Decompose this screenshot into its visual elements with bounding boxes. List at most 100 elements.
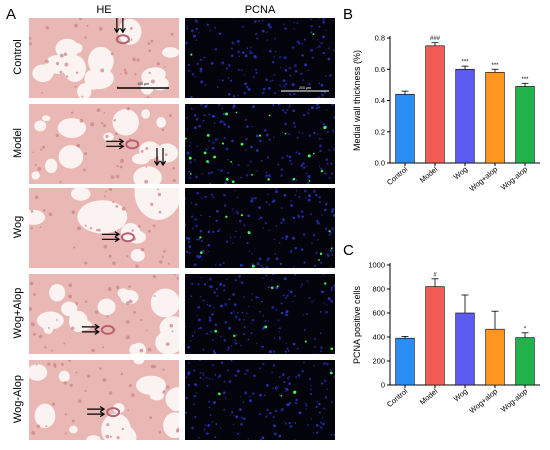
nucleus-dot: [248, 305, 250, 308]
tissue-fleck: [172, 166, 175, 170]
nucleus-dot: [308, 134, 312, 137]
tissue-fleck: [159, 260, 163, 264]
tissue-fleck: [108, 188, 113, 192]
nucleus-dot: [324, 74, 327, 77]
nucleus-dot: [323, 303, 325, 305]
nucleus-dot: [265, 415, 268, 418]
arrow-head: [118, 138, 125, 145]
nucleus-dot: [227, 158, 230, 161]
y-tick-label: 0.8: [375, 34, 385, 43]
arrow-head: [118, 143, 125, 150]
nucleus-dot: [332, 131, 335, 134]
pcna-positive-dot: [221, 142, 225, 145]
nucleus-dot: [323, 407, 326, 410]
nucleus-dot: [294, 247, 297, 250]
nucleus-dot: [325, 202, 328, 205]
nucleus-dot: [271, 306, 275, 309]
arrow-head: [153, 160, 161, 167]
alveolar-space: [69, 425, 78, 434]
nucleus-dot: [266, 39, 268, 41]
nucleus-dot: [294, 70, 298, 73]
nucleus-dot: [194, 218, 197, 221]
nucleus-dot: [267, 286, 270, 289]
nucleus-dot: [238, 275, 241, 278]
pcna-positive-dot: [189, 173, 192, 175]
arrow-head: [113, 27, 120, 34]
tissue-fleck: [132, 57, 136, 62]
alveolar-space: [153, 197, 172, 217]
nucleus-dot: [232, 104, 236, 108]
nucleus-dot: [205, 83, 208, 86]
nucleus-dot: [197, 306, 200, 309]
nucleus-dot: [271, 371, 274, 374]
tissue-fleck: [145, 166, 148, 168]
nucleus-dot: [220, 427, 222, 429]
nucleus-dot: [307, 198, 311, 202]
nucleus-dot: [235, 230, 237, 233]
tissue-fleck: [29, 42, 32, 46]
bar-wog: [455, 312, 475, 386]
nucleus-dot: [293, 21, 295, 24]
nucleus-dot: [225, 147, 229, 151]
nucleus-dot: [297, 373, 301, 377]
tissue-fleck: [137, 224, 141, 228]
nucleus-dot: [193, 394, 197, 398]
nucleus-dot: [211, 114, 215, 118]
nucleus-dot: [189, 141, 192, 144]
nucleus-dot: [213, 306, 215, 309]
nucleus-dot: [193, 369, 196, 372]
nucleus-dot: [310, 418, 313, 420]
tissue-fleck: [40, 148, 43, 151]
nucleus-dot: [333, 433, 335, 437]
nucleus-dot: [331, 227, 335, 231]
nucleus-dot: [305, 402, 307, 405]
nucleus-dot: [209, 330, 213, 333]
pcna-positive-dot: [214, 329, 218, 333]
tissue-fleck: [147, 347, 152, 352]
nucleus-dot: [245, 173, 249, 177]
nucleus-dot: [310, 31, 313, 34]
tissue-fleck: [103, 112, 106, 114]
nucleus-dot: [326, 131, 329, 133]
pcna-positive-dot: [225, 112, 229, 116]
tissue-fleck: [96, 108, 101, 113]
nucleus-dot: [324, 364, 326, 366]
significance-label: ***: [491, 63, 499, 69]
nucleus-dot: [280, 302, 283, 305]
nucleus-dot: [331, 104, 334, 106]
nucleus-dot: [307, 424, 309, 426]
arrow-head: [99, 406, 106, 413]
tissue-fleck: [169, 323, 174, 328]
tissue-fleck: [71, 326, 75, 330]
nucleus-dot: [202, 378, 204, 380]
bar-wog-alop: [485, 328, 505, 386]
vessel: [100, 324, 115, 335]
tissue-fleck: [84, 261, 88, 265]
significance-label: #: [433, 272, 437, 278]
pcna-positive-dot: [293, 390, 297, 394]
nucleus-dot: [196, 62, 199, 65]
tissue-fleck: [94, 310, 99, 315]
nucleus-dot: [295, 398, 299, 402]
nucleus-dot: [185, 224, 186, 226]
nucleus-dot: [195, 175, 198, 179]
nucleus-dot: [297, 215, 301, 218]
nucleus-dot: [244, 74, 246, 76]
scale-bar-label: 100 μm: [137, 82, 149, 86]
nucleus-dot: [241, 25, 244, 28]
nucleus-dot: [305, 197, 307, 199]
nucleus-dot: [256, 342, 258, 344]
nucleus-dot: [319, 144, 322, 148]
nucleus-dot: [204, 424, 207, 427]
alveolar-space: [101, 202, 111, 210]
nucleus-dot: [280, 207, 283, 209]
pcna-positive-dot: [240, 142, 244, 146]
nucleus-dot: [215, 423, 218, 426]
nucleus-dot: [209, 277, 212, 281]
nucleus-dot: [315, 251, 318, 255]
nucleus-dot: [313, 189, 316, 193]
nucleus-dot: [274, 409, 278, 413]
nucleus-dot: [247, 164, 249, 167]
nucleus-dot: [329, 74, 332, 77]
nucleus-dot: [191, 73, 195, 76]
